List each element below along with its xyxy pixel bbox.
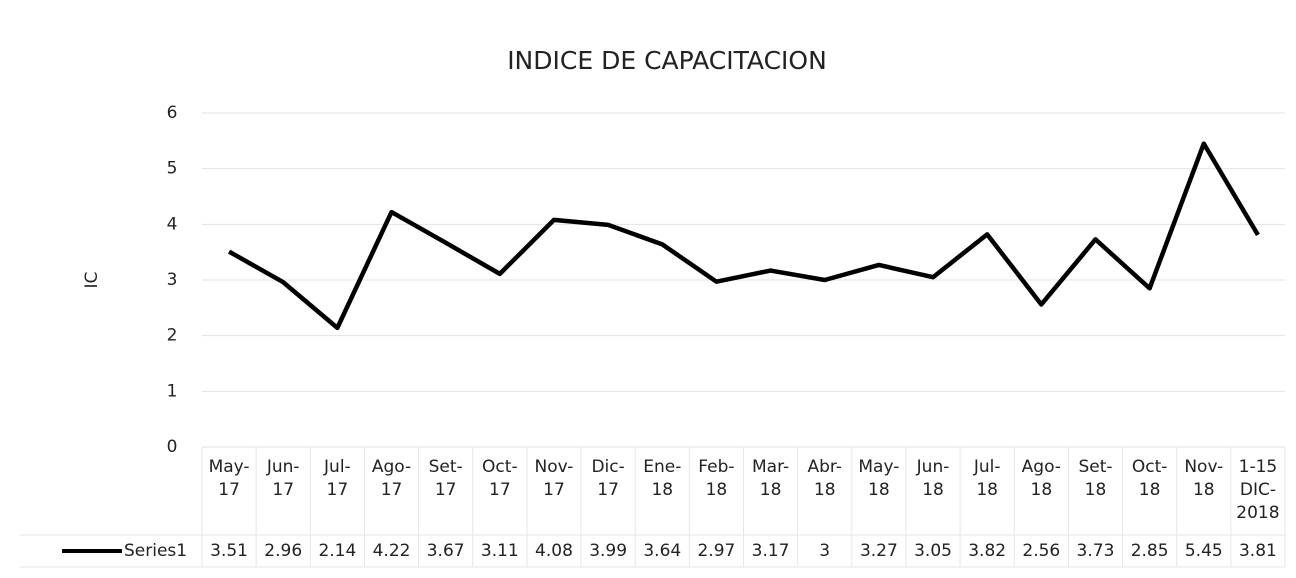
y-tick-label: 0: [167, 437, 178, 457]
y-tick-label: 1: [167, 381, 178, 401]
data-table-value: 3.51: [210, 541, 248, 561]
data-table-value: 5.45: [1185, 541, 1223, 561]
data-table-value: 4.08: [535, 541, 573, 561]
x-tick-label: May-17: [209, 457, 250, 500]
x-tick-label: Jun-18: [916, 457, 950, 500]
x-tick-label: Ago-18: [1022, 457, 1061, 500]
x-tick-label: Jul-18: [973, 457, 1001, 500]
x-tick-label: Set-17: [429, 457, 463, 500]
data-table-value: 2.96: [264, 541, 302, 561]
x-tick-label: Nov-18: [1184, 457, 1223, 500]
data-table-value: 3.67: [427, 541, 465, 561]
data-table-value: 2.56: [1022, 541, 1060, 561]
data-table-value: 2.85: [1131, 541, 1169, 561]
data-table-value: 3.11: [481, 541, 519, 561]
x-tick-label: Nov-17: [535, 457, 574, 500]
data-table-value: 3.99: [589, 541, 627, 561]
chart-title: INDICE DE CAPACITACION: [507, 46, 827, 75]
data-table-value: 3.73: [1077, 541, 1115, 561]
data-table-value: 3.05: [914, 541, 952, 561]
data-table-value: 2.97: [697, 541, 735, 561]
data-table-value: 3: [819, 541, 830, 561]
data-table-value: 3.17: [752, 541, 790, 561]
y-axis-label: IC: [82, 272, 102, 289]
y-tick-label: 6: [167, 103, 178, 123]
data-line: [227, 141, 1260, 331]
x-tick-label: Feb-18: [698, 457, 734, 500]
x-tick-label: Abr-18: [807, 457, 841, 500]
data-table-value: 4.22: [373, 541, 411, 561]
x-tick-label: Jun-17: [266, 457, 300, 500]
y-tick-label: 2: [167, 326, 178, 346]
data-table-value: 3.27: [860, 541, 898, 561]
x-tick-label: Jul-17: [323, 457, 351, 500]
x-tick-label: Oct-18: [1132, 457, 1168, 500]
y-tick-label: 4: [167, 214, 178, 234]
legend-label: Series1: [124, 541, 187, 561]
x-tick-label: Ago-17: [372, 457, 411, 500]
x-tick-label: Set-18: [1078, 457, 1112, 500]
x-tick-label: Ene-18: [643, 457, 681, 500]
y-tick-label: 5: [167, 159, 178, 179]
x-tick-label: Dic-17: [591, 457, 624, 500]
x-tick-label: Oct-17: [482, 457, 518, 500]
x-tick-label: May-18: [858, 457, 899, 500]
data-table-value: 3.82: [968, 541, 1006, 561]
data-table-value: 2.14: [318, 541, 356, 561]
data-table-value: 3.64: [643, 541, 681, 561]
x-tick-label: Mar-18: [752, 457, 789, 500]
y-tick-label: 3: [167, 270, 178, 290]
data-table-value: 3.81: [1239, 541, 1277, 561]
x-tick-label: 1-15 DIC-2018: [1236, 457, 1279, 523]
